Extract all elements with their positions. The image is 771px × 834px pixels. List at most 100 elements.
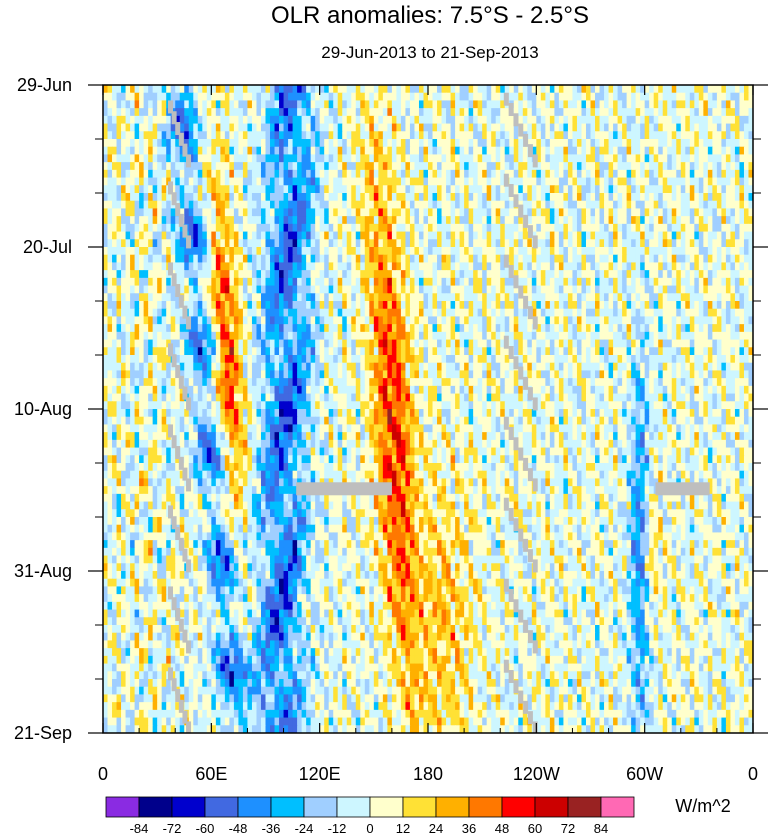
field-cell [409, 169, 416, 179]
field-cell [613, 216, 619, 225]
field-cell [549, 185, 555, 194]
field-cell [414, 100, 420, 109]
field-cell [333, 277, 339, 287]
field-cell [437, 123, 443, 132]
field-cell [166, 169, 172, 179]
field-cell [301, 316, 307, 325]
field-cell [409, 216, 416, 225]
field-cell [554, 208, 560, 217]
field-cell [558, 146, 565, 156]
field-cell [698, 131, 704, 140]
field-cell [622, 177, 628, 186]
field-cell [188, 208, 194, 217]
field-cell [716, 308, 723, 318]
field-cell [446, 200, 452, 210]
field-cell [130, 347, 136, 356]
field-cell [527, 85, 533, 94]
field-cell [468, 208, 474, 217]
field-cell [590, 185, 596, 194]
field-cell [324, 115, 330, 125]
field-cell [676, 115, 682, 125]
field-cell [288, 270, 294, 279]
field-cell [748, 115, 753, 125]
field-cell [134, 308, 140, 318]
field-cell [558, 108, 565, 117]
field-cell [103, 247, 109, 256]
field-cell [161, 254, 167, 264]
field-cell [748, 177, 753, 186]
field-cell [211, 339, 217, 348]
field-cell [405, 200, 411, 210]
field-cell [536, 223, 542, 233]
field-cell [572, 100, 578, 109]
field-cell [473, 208, 479, 217]
field-cell [640, 324, 646, 333]
field-cell [184, 193, 190, 202]
field-cell [585, 285, 592, 294]
field-cell [112, 185, 118, 194]
field-cell [179, 254, 185, 264]
field-cell [446, 146, 452, 156]
field-cell [143, 154, 149, 163]
field-cell [260, 339, 267, 348]
field-cell [270, 262, 276, 271]
field-cell [121, 162, 127, 171]
field-cell [328, 231, 334, 240]
field-cell [626, 208, 632, 217]
field-cell [134, 131, 140, 140]
field-cell [170, 162, 176, 171]
field-cell [161, 208, 167, 217]
field-cell [148, 146, 154, 156]
field-cell [685, 254, 691, 264]
field-cell [324, 285, 330, 294]
field-cell [405, 193, 411, 202]
field-cell [685, 331, 691, 341]
field-cell [324, 185, 330, 194]
field-cell [391, 247, 398, 256]
field-cell [482, 154, 488, 163]
field-cell [667, 139, 673, 148]
field-cell [590, 100, 596, 109]
field-cell [346, 193, 352, 202]
field-cell [613, 177, 619, 186]
field-cell [608, 146, 614, 156]
field-cell [432, 339, 438, 348]
field-cell [734, 254, 741, 264]
field-cell [387, 216, 393, 225]
field-cell [112, 200, 118, 210]
field-cell [464, 270, 470, 279]
field-cell [342, 169, 348, 179]
field-cell [148, 223, 154, 233]
field-cell [414, 324, 420, 333]
field-cell [292, 146, 298, 156]
field-cell [482, 239, 488, 248]
field-cell [229, 324, 235, 333]
field-cell [265, 216, 271, 225]
field-cell [310, 193, 316, 202]
field-cell [310, 200, 316, 210]
field-cell [184, 115, 190, 125]
field-cell [477, 231, 483, 240]
field-cell [554, 146, 560, 156]
field-cell [224, 247, 230, 256]
field-cell [585, 216, 592, 225]
field-cell [152, 254, 158, 264]
field-cell [712, 239, 718, 248]
field-cell [482, 285, 488, 294]
field-cell [441, 146, 447, 156]
field-cell [468, 115, 474, 125]
field-cell [306, 331, 312, 341]
field-cell [432, 108, 438, 117]
field-cell [184, 339, 190, 348]
field-cell [437, 308, 443, 318]
field-cell [121, 139, 127, 148]
field-cell [333, 115, 339, 125]
field-cell [315, 293, 321, 302]
field-cell [617, 162, 623, 171]
field-cell [206, 131, 212, 140]
field-cell [491, 154, 497, 163]
field-cell [707, 177, 713, 186]
field-cell [513, 324, 519, 333]
field-cell [707, 85, 713, 94]
field-cell [342, 177, 348, 186]
